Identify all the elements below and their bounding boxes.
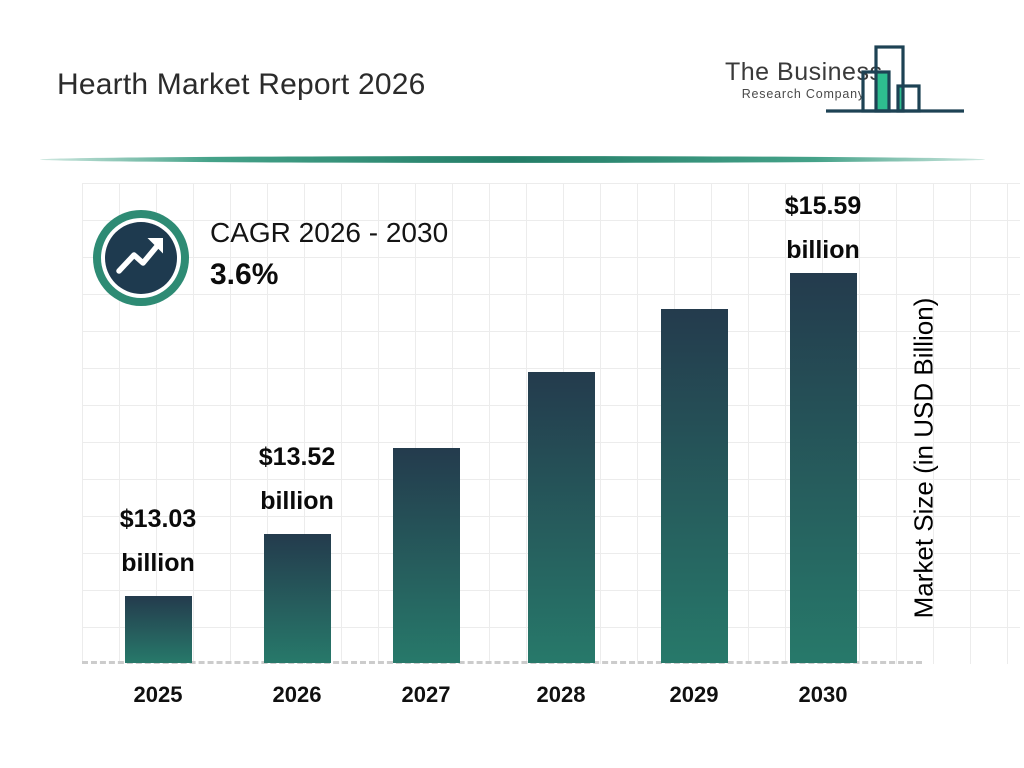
x-axis-label-2028: 2028 [536,682,586,707]
bar-value-unit: billion [786,236,860,264]
bar-value-amount: $13.52 [258,443,336,471]
cagr-value: 3.6% [210,258,279,291]
bar-2026 [263,534,331,663]
bar-value-amount: $13.03 [119,505,197,533]
x-axis-baseline [82,661,922,664]
cagr-annotation: CAGR 2026 - 2030 3.6% [210,217,448,292]
bar-2027 [392,448,460,663]
x-axis-label-2025: 2025 [133,682,183,707]
bar-chart-skyline-icon [826,45,964,113]
logo-name: The Business [725,58,883,86]
x-axis-label-2026: 2026 [272,682,322,707]
bar-value-unit: billion [121,549,195,577]
bar-2029 [660,309,728,663]
x-axis-label-2030: 2030 [798,682,848,707]
x-axis-label-2029: 2029 [669,682,719,707]
bar-2025 [124,596,192,663]
bar-value-unit: billion [260,487,334,515]
bar-2028 [527,372,595,663]
bar-value-amount: $15.59 [784,192,862,220]
bar-value-label-2026: $13.52 billion [187,435,407,523]
bar-2030 [789,273,857,663]
page-title: Hearth Market Report 2026 [57,68,426,101]
logo-subname: Research Company [741,87,865,101]
trending-up-arrow-icon [93,210,189,306]
x-axis-label-2027: 2027 [401,682,451,707]
bar-value-label-2030: $15.59 billion [713,184,933,272]
divider-line [40,156,985,163]
company-logo-text: The Business Research Company [725,58,883,101]
y-axis-title: Market Size (in USD Billion) [908,297,939,619]
bar-value-label-2025: $13.03 billion [48,497,268,585]
cagr-label: CAGR 2026 - 2030 [210,217,449,248]
company-logo: The Business Research Company [725,42,970,120]
